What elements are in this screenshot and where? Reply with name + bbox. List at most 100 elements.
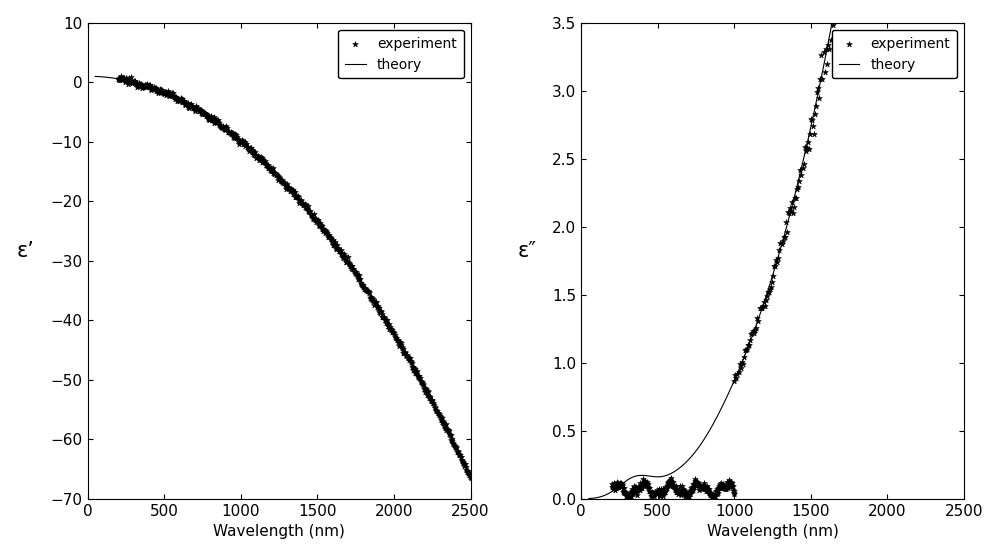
experiment xyxy=(693,481,709,490)
experiment xyxy=(293,195,309,204)
experiment xyxy=(715,483,731,492)
experiment xyxy=(157,88,173,97)
theory xyxy=(453,451,465,458)
experiment xyxy=(664,481,680,490)
experiment xyxy=(361,289,377,297)
experiment xyxy=(672,486,688,495)
experiment xyxy=(405,366,421,375)
experiment xyxy=(721,478,737,487)
experiment xyxy=(151,88,167,97)
experiment xyxy=(459,467,475,476)
experiment xyxy=(384,327,400,336)
experiment xyxy=(687,479,703,488)
experiment xyxy=(401,354,417,363)
experiment xyxy=(635,479,651,488)
experiment xyxy=(633,483,649,492)
experiment xyxy=(177,100,193,108)
experiment xyxy=(790,182,806,191)
experiment xyxy=(806,129,822,138)
experiment xyxy=(812,75,828,84)
experiment xyxy=(749,313,765,322)
experiment xyxy=(701,488,717,497)
experiment xyxy=(223,127,239,136)
experiment xyxy=(745,327,761,336)
experiment xyxy=(377,316,393,325)
experiment xyxy=(338,257,354,266)
experiment xyxy=(744,329,760,337)
experiment xyxy=(159,88,175,97)
experiment xyxy=(425,399,441,408)
experiment xyxy=(302,206,318,215)
experiment xyxy=(448,443,464,452)
experiment xyxy=(295,201,311,210)
experiment xyxy=(145,85,161,93)
experiment xyxy=(359,286,375,295)
experiment xyxy=(160,88,176,97)
experiment xyxy=(286,188,302,197)
experiment xyxy=(668,487,684,496)
Y-axis label: ε″: ε″ xyxy=(518,241,537,261)
experiment xyxy=(300,206,316,215)
experiment xyxy=(394,343,410,352)
experiment xyxy=(707,492,723,500)
experiment xyxy=(171,96,187,105)
experiment xyxy=(423,396,439,405)
experiment xyxy=(639,481,655,490)
experiment xyxy=(113,73,129,82)
experiment xyxy=(827,4,843,13)
experiment xyxy=(712,483,728,492)
experiment xyxy=(176,97,192,106)
experiment xyxy=(612,481,628,490)
experiment xyxy=(421,391,437,400)
experiment xyxy=(655,489,671,498)
experiment xyxy=(634,484,650,493)
experiment xyxy=(687,476,703,485)
experiment xyxy=(407,365,423,374)
experiment xyxy=(611,480,627,489)
experiment xyxy=(800,137,816,146)
experiment xyxy=(713,484,729,493)
experiment xyxy=(138,82,154,91)
experiment xyxy=(290,193,306,202)
experiment xyxy=(697,483,713,492)
experiment xyxy=(317,229,333,237)
experiment xyxy=(651,488,667,497)
experiment xyxy=(308,218,324,227)
experiment xyxy=(260,161,276,170)
experiment xyxy=(178,98,194,107)
experiment xyxy=(245,147,261,156)
theory xyxy=(465,474,477,481)
experiment xyxy=(726,488,742,497)
experiment xyxy=(660,477,676,486)
experiment xyxy=(224,128,240,137)
experiment xyxy=(697,483,713,492)
experiment xyxy=(290,192,306,201)
experiment xyxy=(408,368,424,377)
experiment xyxy=(686,480,702,489)
experiment xyxy=(313,220,329,229)
experiment xyxy=(288,192,304,201)
experiment xyxy=(659,484,675,493)
experiment xyxy=(403,357,419,366)
experiment xyxy=(140,82,156,91)
experiment xyxy=(708,486,724,495)
experiment xyxy=(743,330,759,339)
experiment xyxy=(616,484,632,493)
experiment xyxy=(131,78,147,87)
experiment xyxy=(651,487,667,496)
experiment xyxy=(408,368,424,377)
experiment xyxy=(675,484,691,493)
experiment xyxy=(250,151,266,160)
experiment xyxy=(379,316,395,325)
experiment xyxy=(120,77,136,86)
experiment xyxy=(203,112,219,121)
experiment xyxy=(413,378,429,387)
experiment xyxy=(214,123,230,132)
experiment xyxy=(440,426,456,435)
experiment xyxy=(721,475,737,484)
experiment xyxy=(455,458,471,466)
experiment xyxy=(620,492,636,500)
experiment xyxy=(613,482,629,491)
experiment xyxy=(146,82,162,91)
experiment xyxy=(627,482,643,491)
